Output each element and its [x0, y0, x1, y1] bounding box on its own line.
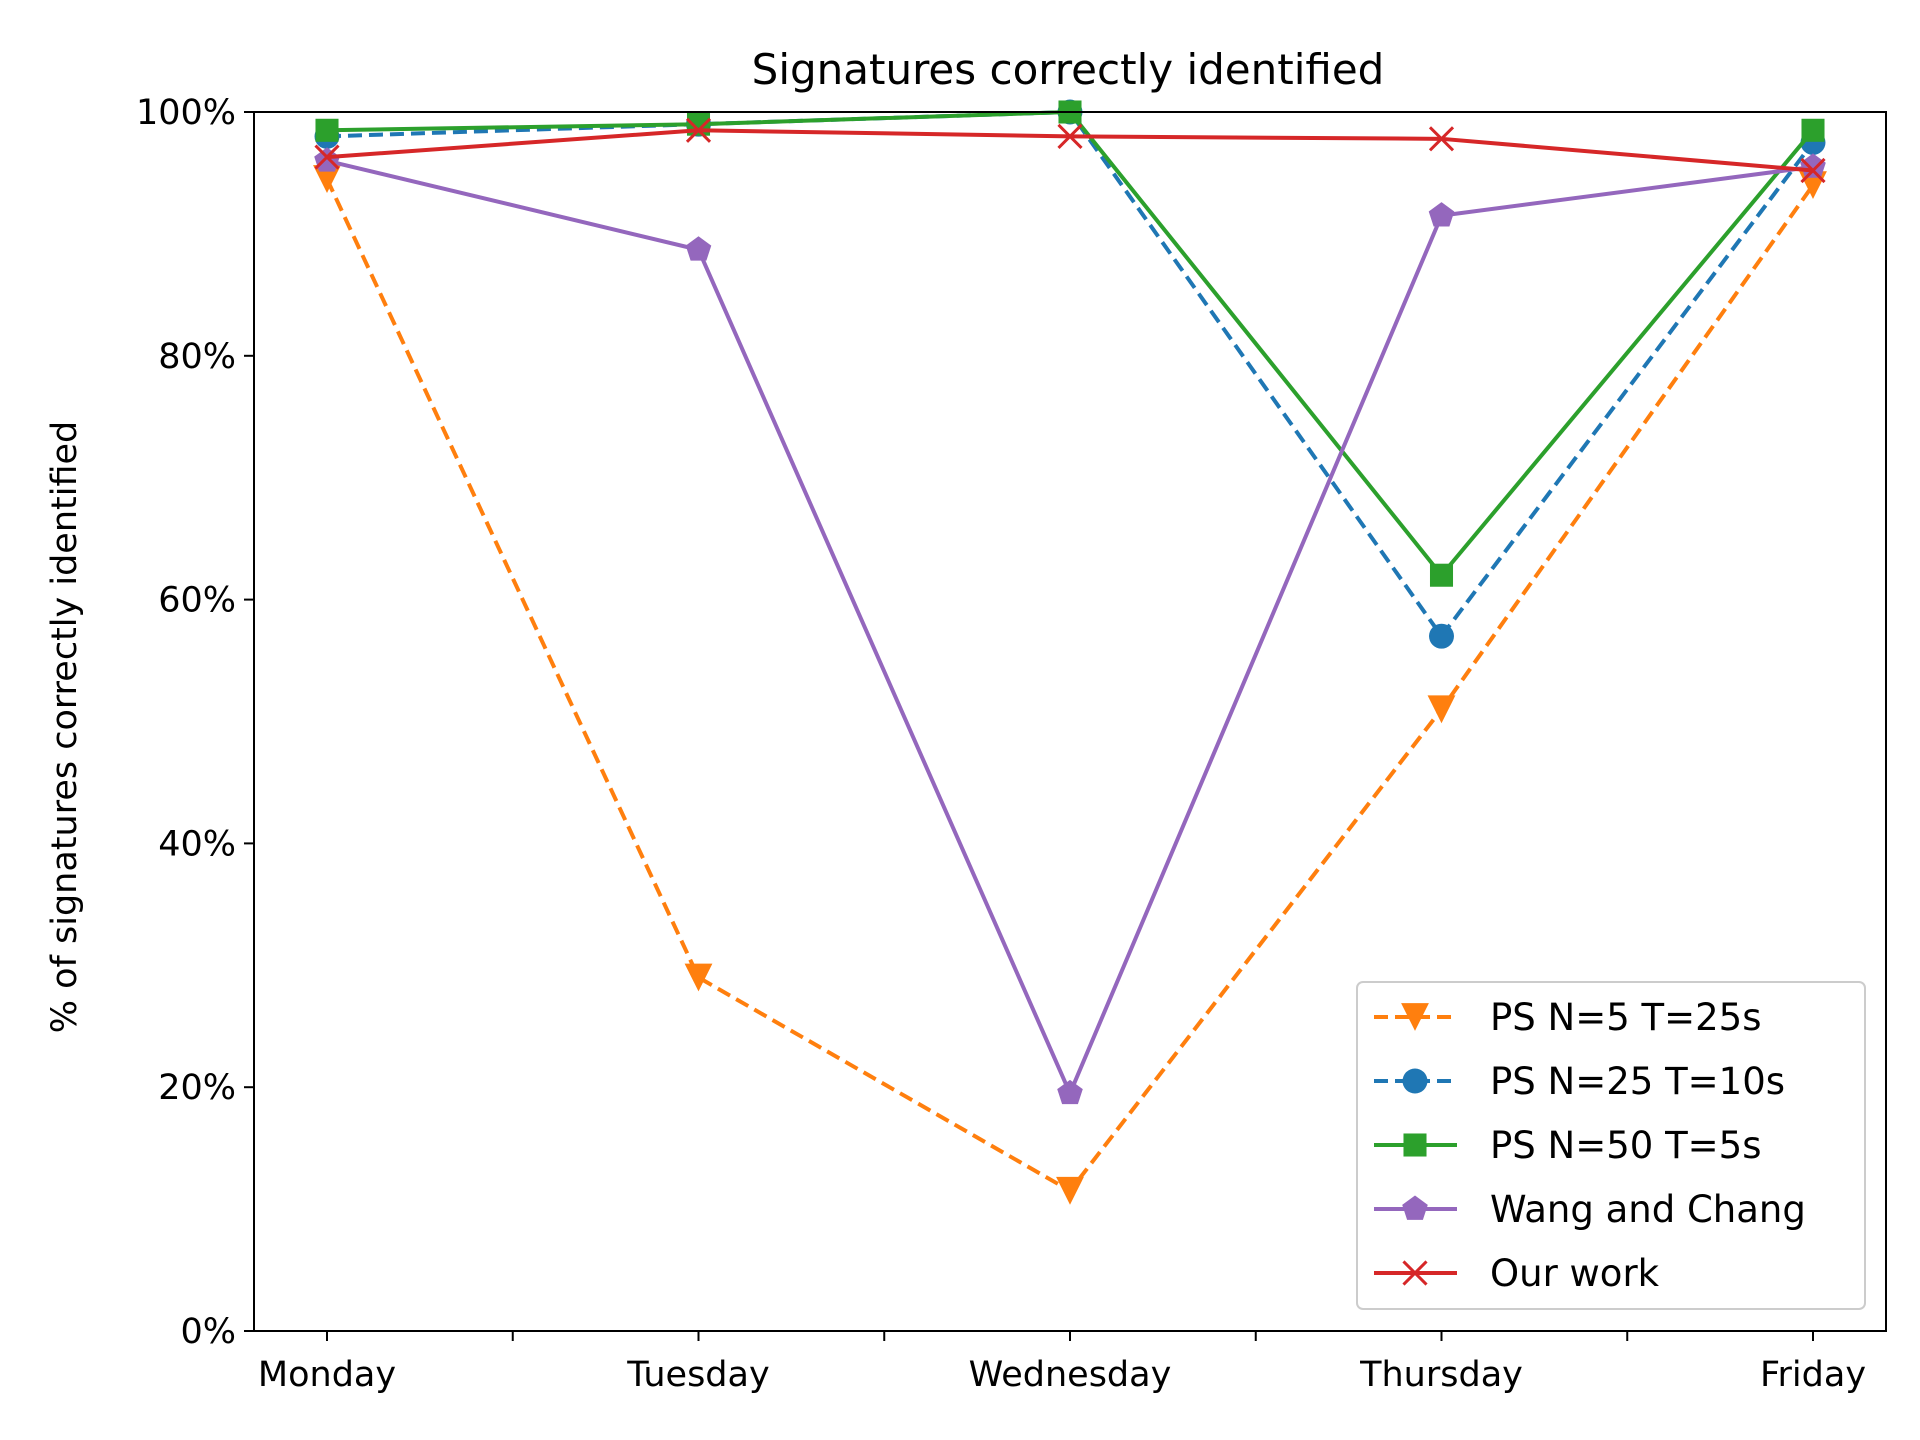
y-tick-label: 80%: [158, 337, 236, 377]
data-point: [684, 963, 713, 992]
series-line: [326, 158, 1814, 1096]
data-point: [1800, 157, 1826, 184]
legend-box: [1356, 981, 1866, 1310]
x-tick-label: Tuesday: [626, 1355, 769, 1395]
data-point: [1057, 1079, 1083, 1105]
series-5: [314, 117, 1826, 184]
x-tick-label: Thursday: [1359, 1355, 1523, 1395]
data-point: [1429, 623, 1454, 649]
legend-marker: [1402, 1260, 1428, 1286]
legend-label: Wang and Chang: [1490, 1188, 1806, 1231]
legend-label: PS N=5 T=25s: [1490, 996, 1762, 1039]
y-tick-label: 100%: [136, 93, 236, 133]
data-point: [1427, 695, 1456, 724]
series-3: [315, 100, 1825, 587]
data-point: [685, 117, 712, 143]
y-axis-label: % of signatures correctly identified: [45, 421, 85, 1033]
series-2: [314, 99, 1826, 649]
y-tick-label: 60%: [158, 581, 236, 621]
chart-title: Signatures correctly identified: [752, 45, 1385, 94]
data-point: [1057, 123, 1083, 149]
x-tick-label: Wednesday: [969, 1355, 1172, 1395]
legend-entry: Wang and Chang: [1374, 1188, 1806, 1231]
data-point: [315, 118, 339, 142]
data-point: [1428, 126, 1455, 152]
data-point: [1801, 118, 1825, 142]
legend-entry: PS N=25 T=10s: [1374, 1060, 1785, 1103]
axes: 0% 20% 40% 60% 80% 100% Monday Tuesday Wednesday…: [136, 93, 1887, 1395]
data-point: [1056, 1176, 1084, 1205]
legend-marker: [1402, 1195, 1428, 1220]
data-point: [1428, 202, 1455, 227]
legend: PS N=5 T=25s PS N=25 T=10s PS N=50 T=5s Wan…: [1356, 981, 1866, 1310]
data-point: [314, 144, 340, 170]
legend-entry: PS N=50 T=5s: [1374, 1124, 1762, 1167]
x-tick-label: Friday: [1760, 1355, 1866, 1395]
legend-marker: [1401, 1003, 1429, 1031]
legend-marker: [1402, 1068, 1428, 1094]
y-tick-label: 40%: [158, 824, 236, 864]
legend-entry: PS N=5 T=25s: [1374, 996, 1762, 1039]
series-4: [314, 147, 1826, 1105]
y-tick-label: 20%: [158, 1068, 236, 1108]
legend-label: Our work: [1490, 1252, 1660, 1295]
y-tick-label: 0%: [180, 1312, 236, 1352]
series-line: [326, 110, 1815, 639]
legend-marker: [1403, 1133, 1427, 1157]
data-point: [1429, 563, 1454, 587]
x-tick-label: Monday: [258, 1355, 396, 1395]
legend-label: PS N=25 T=10s: [1490, 1060, 1785, 1103]
data-point: [313, 165, 341, 193]
legend-entry: Our work: [1374, 1252, 1660, 1295]
legend-label: PS N=50 T=5s: [1490, 1124, 1762, 1167]
series-line: [326, 110, 1815, 578]
data-point: [685, 236, 712, 261]
